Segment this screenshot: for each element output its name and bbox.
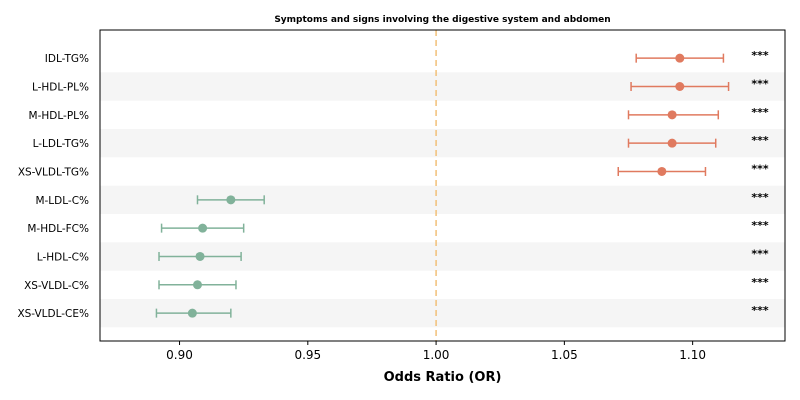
or-point (192, 280, 202, 290)
significance-label: *** (751, 304, 769, 317)
forest-row: M-LDL-C% *** (35, 191, 768, 207)
significance-label: *** (751, 276, 769, 289)
significance-label: *** (751, 162, 769, 175)
significance-label: *** (751, 49, 769, 62)
significance-label: *** (751, 191, 769, 204)
or-point (675, 81, 685, 91)
forest-row: XS-VLDL-C% *** (24, 276, 769, 292)
forest-row: L-HDL-C% *** (37, 247, 769, 263)
data-rows: IDL-TG% ***L-HDL-PL% ***M-HDL-PL% ***L-LDL-… (17, 49, 768, 320)
category-label: XS-VLDL-TG% (18, 166, 89, 178)
category-label: L-LDL-TG% (33, 138, 89, 150)
x-tick-label: 0.95 (294, 348, 321, 362)
or-point (187, 308, 197, 318)
significance-label: *** (751, 247, 769, 260)
significance-label: *** (751, 106, 769, 119)
category-label: M-LDL-C% (35, 195, 89, 207)
x-tick-label: 1.05 (551, 348, 578, 362)
forest-row: M-HDL-PL% *** (29, 106, 769, 122)
or-point (226, 195, 236, 205)
category-label: M-HDL-FC% (27, 223, 89, 235)
forest-row: XS-VLDL-TG% *** (18, 162, 769, 178)
x-axis-label: Odds Ratio (OR) (384, 370, 502, 385)
forest-row: L-LDL-TG% *** (33, 134, 769, 150)
significance-label: *** (751, 134, 769, 147)
x-tick-label: 1.00 (423, 348, 450, 362)
category-label: M-HDL-PL% (29, 110, 89, 122)
or-point (195, 251, 205, 261)
or-point (657, 166, 667, 176)
x-axis: 0.90 0.95 1.00 1.05 1.10 (166, 341, 706, 362)
or-point (667, 110, 677, 120)
category-label: L-HDL-C% (37, 251, 89, 263)
x-tick-label: 1.10 (679, 348, 706, 362)
category-label: XS-VLDL-CE% (17, 308, 89, 320)
or-point (198, 223, 208, 233)
plot-frame (99, 29, 786, 342)
forest-row: XS-VLDL-CE% *** (17, 304, 768, 320)
category-label: IDL-TG% (45, 53, 89, 65)
forest-row: L-HDL-PL% *** (32, 77, 769, 93)
forest-row: IDL-TG% *** (45, 49, 769, 65)
category-label: XS-VLDL-C% (24, 280, 89, 292)
significance-label: *** (751, 77, 769, 90)
or-point (675, 53, 685, 63)
forest-row: M-HDL-FC% *** (27, 219, 769, 235)
chart-title: Symptoms and signs involving the digesti… (274, 15, 610, 25)
category-label: L-HDL-PL% (32, 81, 89, 93)
significance-label: *** (751, 219, 769, 232)
x-tick-label: 0.90 (166, 348, 193, 362)
or-point (667, 138, 677, 148)
